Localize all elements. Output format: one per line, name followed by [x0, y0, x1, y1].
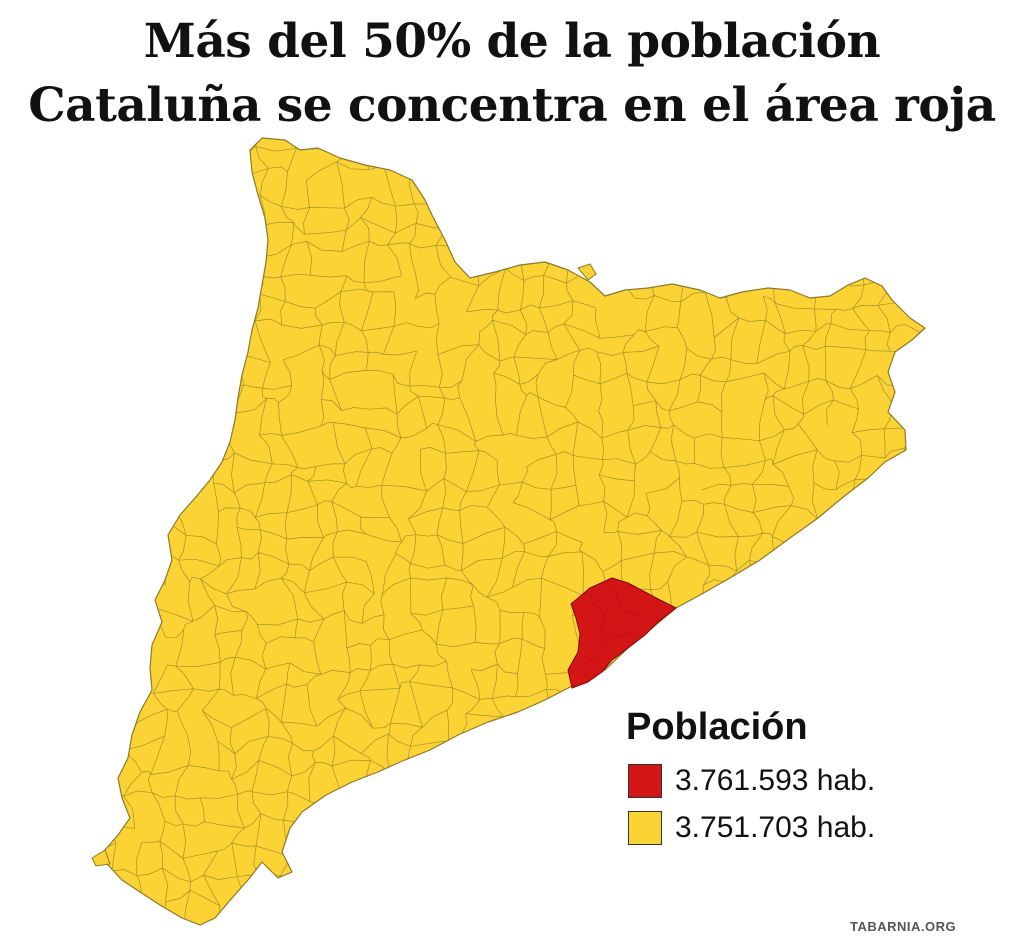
red-area [567, 577, 677, 689]
delta-tip [91, 849, 111, 867]
source-label: TABARNIA.ORG [850, 919, 957, 934]
legend-label-red: 3.761.593 hab. [675, 764, 876, 797]
islet [577, 263, 597, 281]
legend-title: Población [626, 706, 808, 748]
legend-swatch-yellow [628, 811, 662, 845]
title-line-1: Más del 50% de la población [143, 14, 881, 69]
legend-label-yellow: 3.751.703 hab. [675, 811, 876, 844]
legend-swatch-red [628, 764, 662, 798]
red-area-borders [584, 589, 641, 666]
title-line-2: Cataluña se concentra en el área roja [28, 78, 996, 133]
catalonia-outline [104, 137, 926, 926]
legend-item-yellow: 3.751.703 hab. [628, 811, 875, 845]
legend-item-red: 3.761.593 hab. [628, 764, 875, 798]
yellow-region [91, 137, 926, 926]
red-area-internal-lines [584, 589, 641, 666]
